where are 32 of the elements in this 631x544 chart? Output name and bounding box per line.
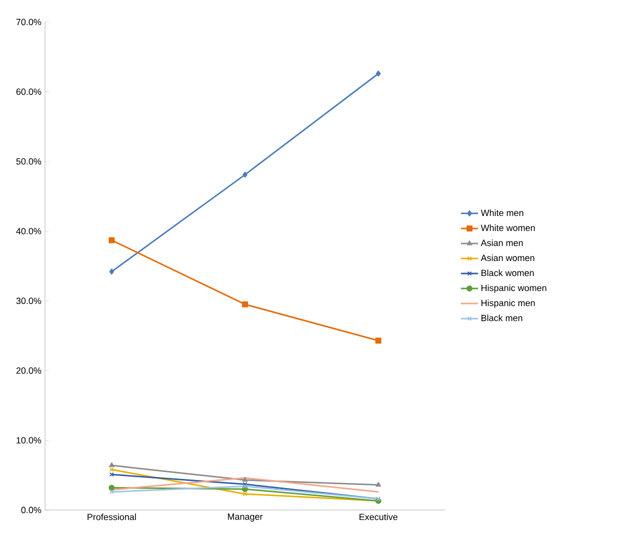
legend-label: Asian men (480, 239, 523, 246)
x-tick-label: Executive (360, 514, 398, 520)
y-tick-label: 0.0% (21, 506, 42, 514)
point (109, 462, 114, 468)
point (242, 172, 248, 178)
x-tick-label: Manager (228, 514, 263, 522)
legend-label: Hispanic men (482, 300, 535, 308)
point (375, 338, 382, 344)
legend-label: Black women (482, 270, 534, 276)
y-tick-label: 30.0% (16, 298, 42, 304)
point (242, 477, 248, 482)
point (242, 301, 248, 308)
point (242, 482, 248, 486)
y-tick-label: 10.0% (16, 437, 42, 444)
y-tick-label: 40.0% (16, 228, 42, 234)
point (242, 492, 248, 496)
point (108, 484, 115, 491)
point (109, 268, 114, 275)
y-tick-label: 20.0% (16, 367, 42, 374)
legend-label: Hispanic women (482, 284, 546, 293)
legend-label: White women (480, 224, 535, 232)
legend-label: White men (480, 209, 524, 216)
point (108, 237, 115, 244)
point (242, 484, 248, 489)
legend-label: Black men (482, 314, 522, 322)
legend-label: Asian women (480, 254, 534, 262)
point (376, 482, 381, 487)
y-tick-label: 50.0% (16, 158, 42, 165)
y-tick-label: 70.0% (16, 18, 42, 26)
x-tick-label: Professional (88, 514, 136, 520)
y-tick-label: 60.0% (16, 88, 42, 95)
point (376, 70, 381, 77)
